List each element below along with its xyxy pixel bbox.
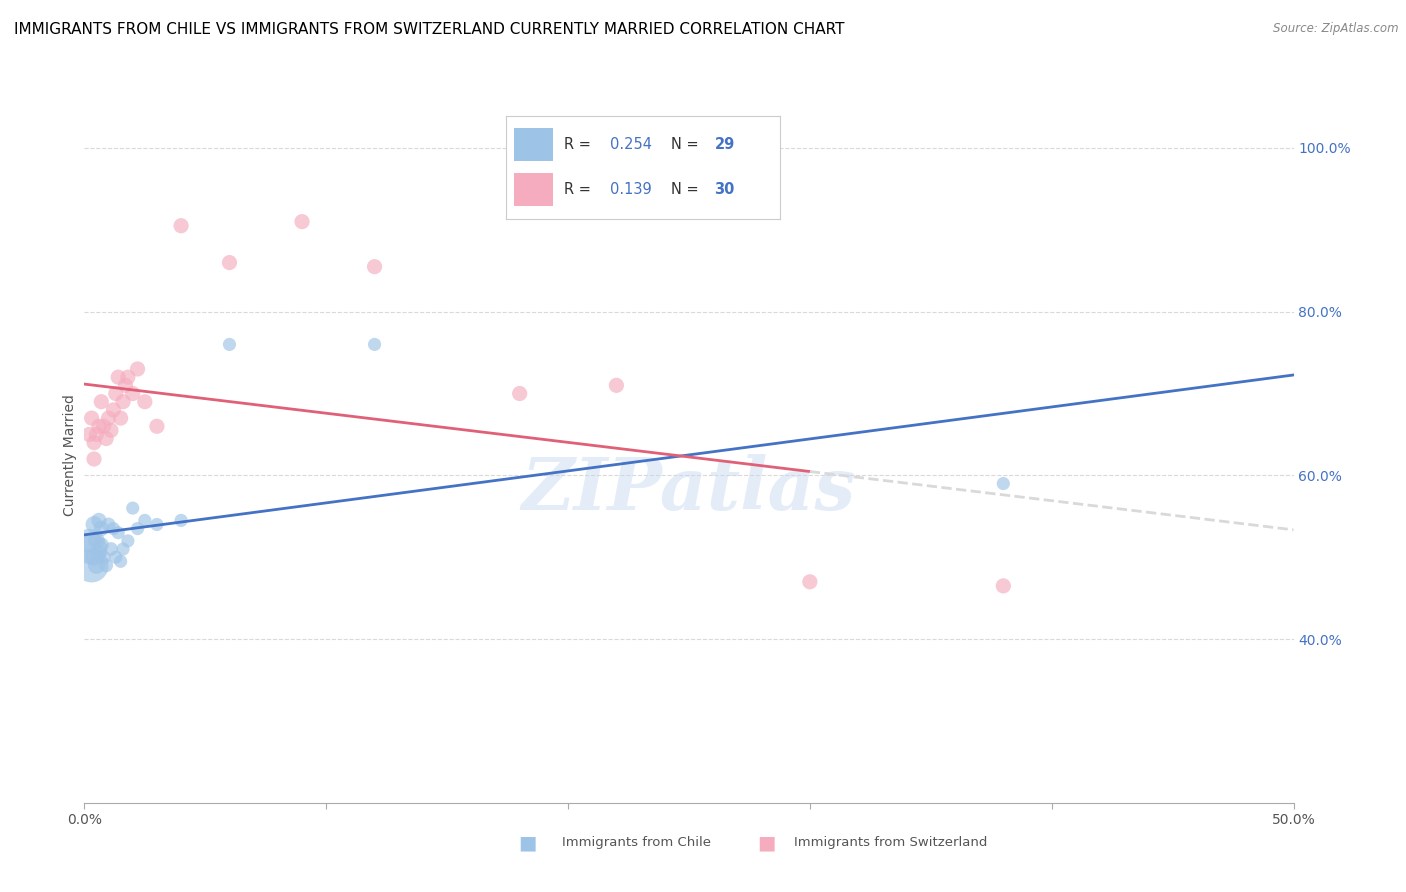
Point xyxy=(127,522,149,536)
Point xyxy=(146,419,169,434)
Text: ■: ■ xyxy=(517,833,537,853)
Point xyxy=(97,411,120,425)
Point xyxy=(127,362,149,376)
Point xyxy=(291,214,314,228)
Point xyxy=(107,525,129,540)
Point xyxy=(509,386,531,401)
Point xyxy=(117,370,139,384)
Text: N =: N = xyxy=(671,182,703,197)
Point xyxy=(87,513,110,527)
Text: R =: R = xyxy=(564,137,595,153)
Point xyxy=(94,558,117,573)
Point xyxy=(146,517,169,532)
Point xyxy=(112,394,135,409)
Point xyxy=(363,337,385,351)
Text: Immigrants from Switzerland: Immigrants from Switzerland xyxy=(794,837,988,849)
Point xyxy=(90,538,112,552)
Point xyxy=(114,378,136,392)
Point xyxy=(86,533,108,548)
Point xyxy=(110,411,132,425)
Text: 0.139: 0.139 xyxy=(610,182,652,197)
Point xyxy=(87,546,110,560)
Point xyxy=(83,452,105,467)
Point xyxy=(80,558,103,573)
Text: 30: 30 xyxy=(714,182,735,197)
Point xyxy=(993,579,1015,593)
Point xyxy=(110,554,132,568)
Point xyxy=(993,476,1015,491)
Point xyxy=(134,394,156,409)
FancyBboxPatch shape xyxy=(515,128,553,161)
Point xyxy=(80,542,103,557)
Point xyxy=(100,423,122,437)
Point xyxy=(94,432,117,446)
Point xyxy=(93,419,115,434)
Point xyxy=(104,386,127,401)
Point xyxy=(90,522,112,536)
Point xyxy=(80,411,103,425)
Point xyxy=(103,522,125,536)
Point xyxy=(87,419,110,434)
Point xyxy=(112,542,135,557)
Point xyxy=(77,533,100,548)
Y-axis label: Currently Married: Currently Married xyxy=(63,394,77,516)
Text: Source: ZipAtlas.com: Source: ZipAtlas.com xyxy=(1274,22,1399,36)
Text: N =: N = xyxy=(671,137,703,153)
Point xyxy=(121,501,143,516)
FancyBboxPatch shape xyxy=(515,173,553,206)
Point xyxy=(117,533,139,548)
Point xyxy=(605,378,627,392)
Point xyxy=(103,403,125,417)
Text: IMMIGRANTS FROM CHILE VS IMMIGRANTS FROM SWITZERLAND CURRENTLY MARRIED CORRELATI: IMMIGRANTS FROM CHILE VS IMMIGRANTS FROM… xyxy=(14,22,845,37)
Text: 29: 29 xyxy=(714,137,735,153)
Text: R =: R = xyxy=(564,182,595,197)
Point xyxy=(90,394,112,409)
Point xyxy=(218,337,240,351)
Point xyxy=(83,517,105,532)
Point xyxy=(104,550,127,565)
Point xyxy=(93,550,115,565)
Point xyxy=(86,427,108,442)
Text: 0.254: 0.254 xyxy=(610,137,652,153)
Point xyxy=(77,427,100,442)
Point xyxy=(107,370,129,384)
Point xyxy=(83,435,105,450)
Point xyxy=(121,386,143,401)
Point xyxy=(170,513,193,527)
Point xyxy=(100,542,122,557)
Text: ■: ■ xyxy=(756,833,776,853)
Point xyxy=(134,513,156,527)
Point xyxy=(86,558,108,573)
Point xyxy=(170,219,193,233)
Point xyxy=(799,574,821,589)
Point xyxy=(97,517,120,532)
Point xyxy=(83,550,105,565)
Text: Immigrants from Chile: Immigrants from Chile xyxy=(562,837,711,849)
Text: ZIPatlas: ZIPatlas xyxy=(522,454,856,525)
Point xyxy=(363,260,385,274)
Point xyxy=(218,255,240,269)
